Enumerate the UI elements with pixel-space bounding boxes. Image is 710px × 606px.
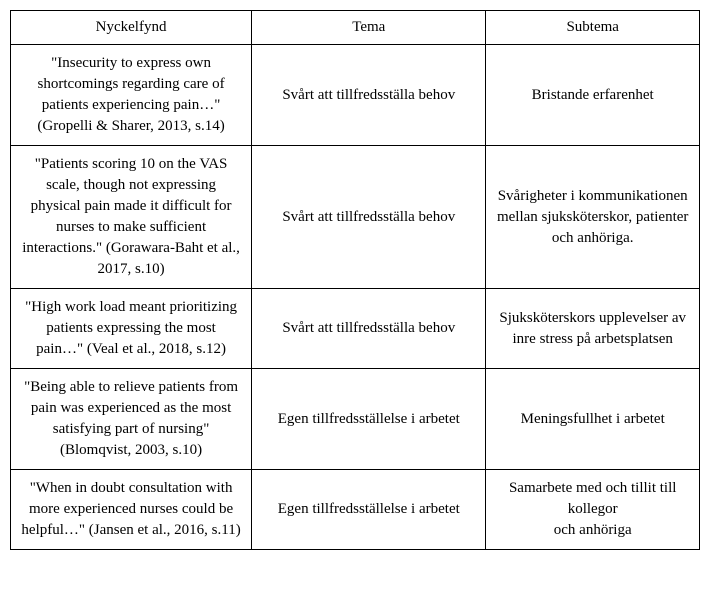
table-row: "Being able to relieve patients from pai… <box>11 369 700 470</box>
header-tema: Tema <box>252 11 486 45</box>
table-row: "Patients scoring 10 on the VAS scale, t… <box>11 146 700 289</box>
cell-tema: Egen tillfredsställelse i arbetet <box>252 369 486 470</box>
cell-tema: Svårt att tillfredsställa behov <box>252 146 486 289</box>
cell-tema: Svårt att tillfredsställa behov <box>252 45 486 146</box>
cell-subtema: Svårigheter i kommunikationen mellan sju… <box>486 146 700 289</box>
header-nyckelfynd: Nyckelfynd <box>11 11 252 45</box>
cell-nyckelfynd: "Patients scoring 10 on the VAS scale, t… <box>11 146 252 289</box>
header-subtema: Subtema <box>486 11 700 45</box>
cell-tema: Egen tillfredsställelse i arbetet <box>252 470 486 550</box>
cell-nyckelfynd: "High work load meant prioritizing patie… <box>11 289 252 369</box>
analysis-table: Nyckelfynd Tema Subtema "Insecurity to e… <box>10 10 700 550</box>
cell-subtema: Bristande erfarenhet <box>486 45 700 146</box>
table-header-row: Nyckelfynd Tema Subtema <box>11 11 700 45</box>
cell-subtema: Sjuksköterskors upplevelser av inre stre… <box>486 289 700 369</box>
cell-nyckelfynd: "Insecurity to express own shortcomings … <box>11 45 252 146</box>
table-row: "High work load meant prioritizing patie… <box>11 289 700 369</box>
cell-tema: Svårt att tillfredsställa behov <box>252 289 486 369</box>
cell-subtema: Meningsfullhet i arbetet <box>486 369 700 470</box>
cell-nyckelfynd: "When in doubt consultation with more ex… <box>11 470 252 550</box>
cell-subtema: Samarbete med och tillit till kollegoroc… <box>486 470 700 550</box>
table-row: "Insecurity to express own shortcomings … <box>11 45 700 146</box>
table-row: "When in doubt consultation with more ex… <box>11 470 700 550</box>
cell-nyckelfynd: "Being able to relieve patients from pai… <box>11 369 252 470</box>
